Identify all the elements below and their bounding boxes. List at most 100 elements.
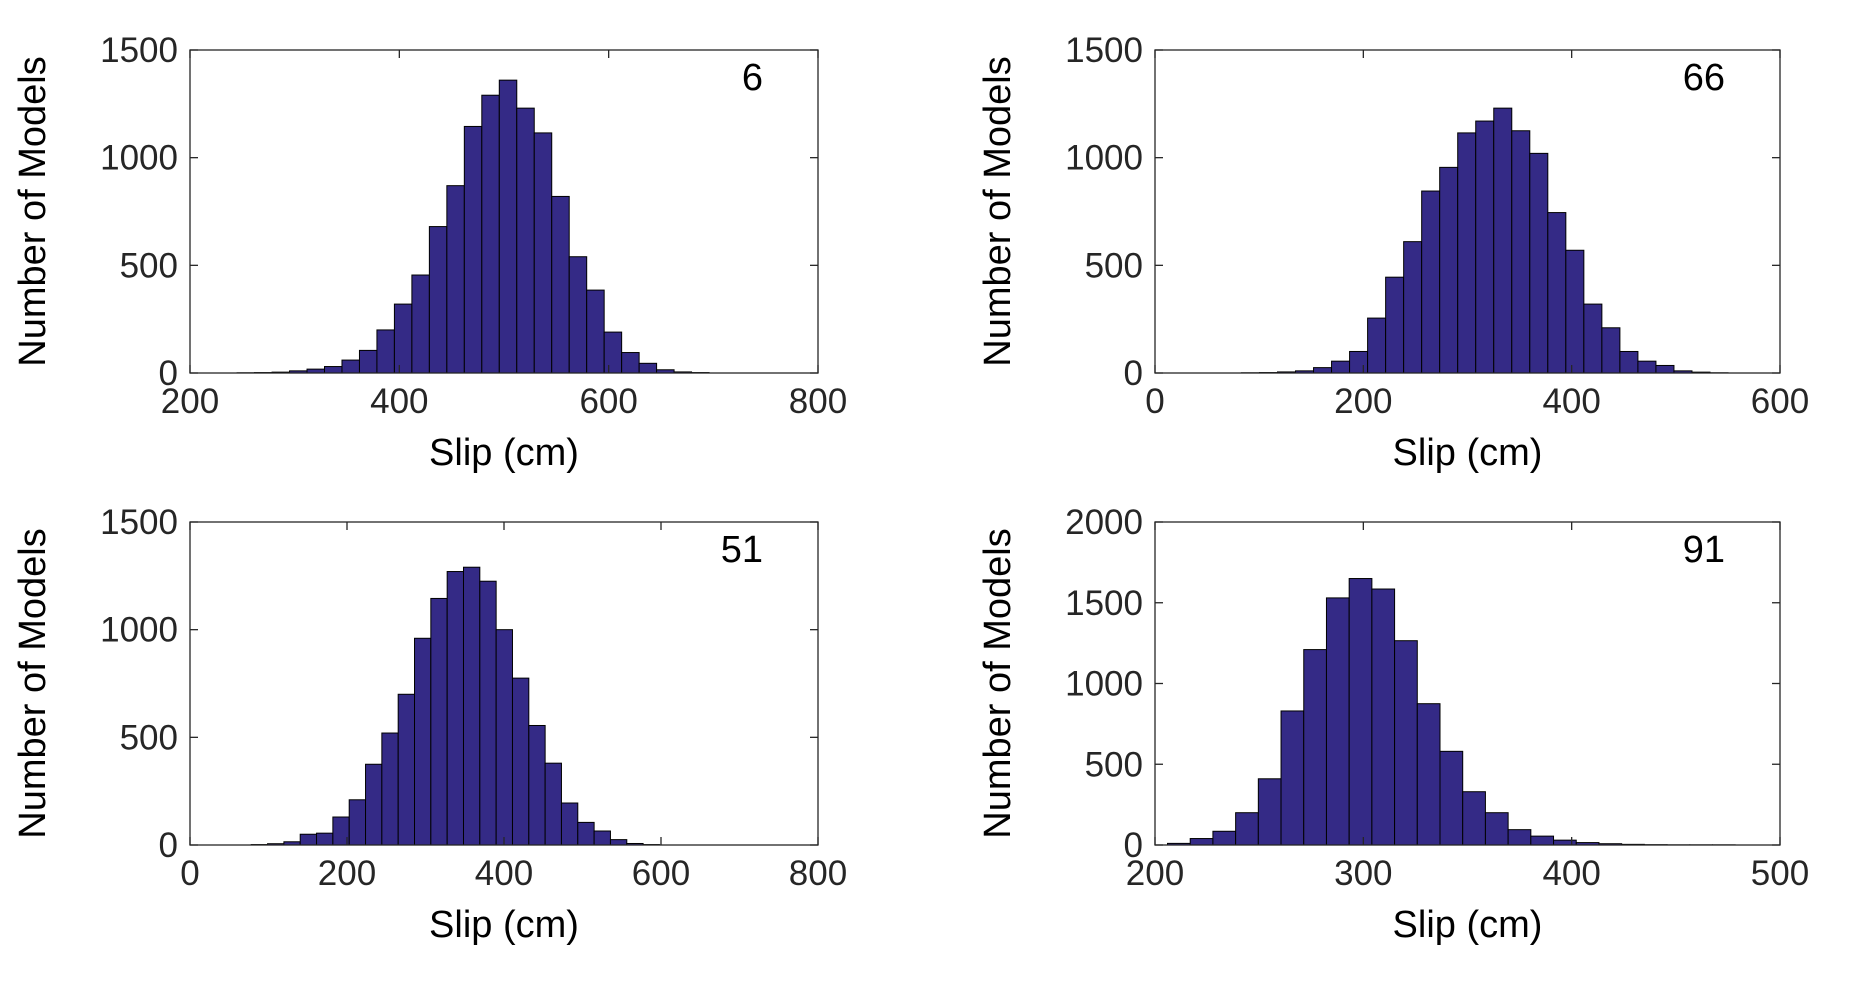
- x-tick-label: 600: [579, 382, 637, 421]
- panel-number-label: 91: [1683, 529, 1725, 571]
- histogram-bar: [560, 802, 579, 846]
- histogram-bar: [1349, 350, 1369, 374]
- histogram-bar: [1457, 132, 1477, 374]
- histogram-bar: [516, 107, 535, 374]
- histogram-bar: [299, 833, 318, 846]
- histogram-bar: [479, 580, 497, 846]
- histogram-bar: [593, 830, 611, 846]
- y-tick-label: 500: [120, 246, 178, 285]
- histogram-bar: [1348, 578, 1373, 846]
- y-tick-label: 0: [1124, 354, 1143, 393]
- histogram-bar: [1475, 120, 1495, 374]
- histogram-bar: [1313, 367, 1333, 374]
- x-tick-label: 200: [318, 854, 376, 893]
- histogram-bar: [1507, 829, 1532, 846]
- histogram-bar: [577, 821, 595, 846]
- x-tick-label: 0: [180, 854, 199, 893]
- histogram-bar: [316, 832, 334, 846]
- histogram-bar: [1421, 190, 1441, 374]
- histogram-bar: [1511, 130, 1531, 374]
- histogram-bar: [446, 571, 465, 846]
- histogram-bar: [586, 289, 605, 374]
- y-tick-label: 1000: [100, 139, 178, 178]
- histogram-bar: [498, 79, 518, 374]
- histogram-bar: [414, 637, 432, 846]
- histogram-bar: [1403, 241, 1423, 374]
- x-axis-label: Slip (cm): [1393, 432, 1543, 474]
- histogram-bar: [1189, 838, 1214, 846]
- y-tick-label: 1500: [1065, 31, 1143, 70]
- histogram-bar: [393, 303, 413, 374]
- y-tick-label: 1000: [1065, 665, 1143, 704]
- histogram-bar: [1547, 212, 1567, 374]
- histogram-bar: [1484, 812, 1509, 846]
- histogram-bar: [1583, 303, 1603, 374]
- histogram-bar: [446, 185, 465, 374]
- histogram-bar: [609, 839, 628, 846]
- y-tick-label: 0: [159, 826, 178, 865]
- histogram-bar: [511, 677, 530, 846]
- histogram-bar: [430, 597, 448, 846]
- histogram-bar: [358, 349, 378, 374]
- x-tick-label: 400: [475, 854, 533, 893]
- y-tick-label: 0: [1124, 826, 1143, 865]
- panel-number-label: 66: [1683, 57, 1725, 99]
- panel-number-label: 6: [742, 57, 763, 99]
- y-tick-label: 500: [1085, 745, 1143, 784]
- histogram-bar: [341, 359, 360, 374]
- histogram-bar: [1637, 360, 1657, 374]
- histogram-bar: [1212, 830, 1237, 846]
- x-tick-label: 500: [1751, 854, 1809, 893]
- histogram-bar: [381, 732, 399, 846]
- histogram-bar: [365, 763, 383, 846]
- x-tick-label: 200: [161, 382, 219, 421]
- x-tick-label: 0: [1145, 382, 1164, 421]
- histogram-bar: [551, 195, 570, 374]
- histogram-bar: [324, 366, 343, 374]
- histogram-bar: [1439, 166, 1459, 374]
- histogram-bar: [1553, 839, 1577, 846]
- y-tick-label: 1000: [100, 611, 178, 650]
- histogram-bar: [1235, 812, 1259, 846]
- histogram-bar: [1530, 835, 1555, 846]
- histogram-bar: [1655, 364, 1675, 374]
- histogram-bar: [1565, 249, 1585, 374]
- x-tick-label: 400: [1542, 382, 1600, 421]
- histogram-bar: [1619, 350, 1639, 374]
- x-tick-label: 800: [789, 382, 847, 421]
- y-tick-label: 1500: [1065, 584, 1143, 623]
- y-tick-label: 0: [159, 354, 178, 393]
- histogram-bar: [1257, 778, 1282, 846]
- axes-frame: [189, 49, 819, 374]
- histogram-bar: [428, 226, 448, 374]
- axes-frame: [1154, 49, 1781, 374]
- histogram-bar: [348, 799, 367, 846]
- panel-2: 0 200 400 600 0 500 1000 1500 Slip (cm) Number of…: [977, 31, 1809, 474]
- panel-4: 200 300 400 500 0 500 1000 1500 2000 Slip (cm) Num…: [977, 503, 1809, 946]
- x-tick-label: 600: [632, 854, 690, 893]
- x-axis-label: Slip (cm): [429, 904, 579, 946]
- histogram-bar: [376, 329, 395, 374]
- histogram-bar: [1462, 791, 1486, 846]
- histogram-bar: [411, 274, 430, 374]
- panel-number-label: 51: [721, 529, 763, 571]
- histogram-bar: [1331, 360, 1351, 374]
- x-tick-label: 200: [1334, 382, 1392, 421]
- y-tick-label: 1500: [100, 503, 178, 542]
- panel-3: 0 200 400 600 800 0 500 1000 1500 Slip (cm) Number…: [12, 503, 847, 946]
- histogram-bar: [1416, 703, 1441, 846]
- panel-1: 200 400 600 800 0 500 1000 1500 Slip (cm) Number …: [12, 31, 847, 474]
- y-axis-label: Number of Models: [12, 56, 54, 366]
- histogram-bar: [495, 629, 513, 846]
- x-tick-label: 400: [1542, 854, 1600, 893]
- x-tick-label: 600: [1751, 382, 1809, 421]
- x-tick-label: 200: [1126, 854, 1184, 893]
- histogram-bar: [568, 256, 588, 374]
- y-tick-label: 1000: [1065, 139, 1143, 178]
- histogram-bar: [481, 94, 500, 374]
- histogram-bar: [1529, 152, 1549, 374]
- y-tick-label: 500: [1085, 246, 1143, 285]
- histogram-bar: [1367, 317, 1387, 374]
- y-axis-label: Number of Models: [977, 56, 1019, 366]
